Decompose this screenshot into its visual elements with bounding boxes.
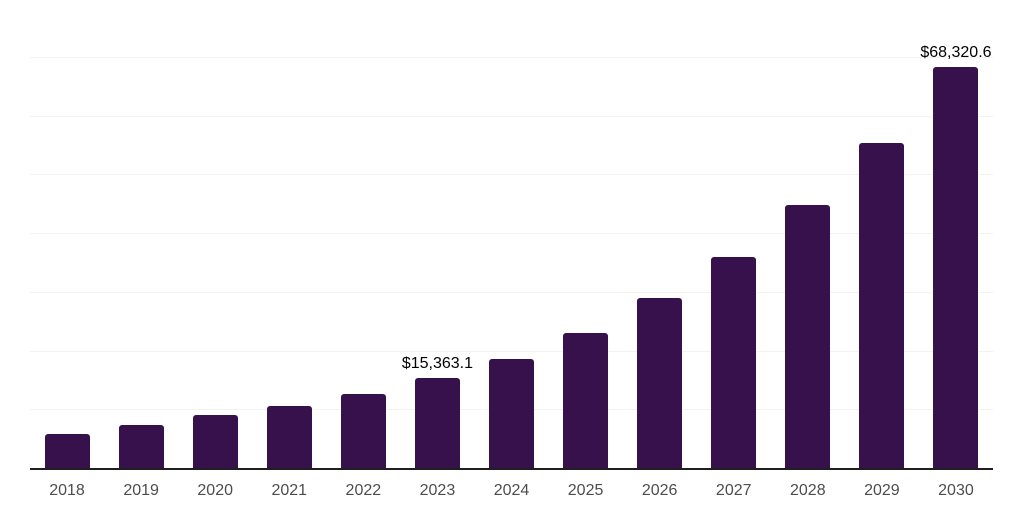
bar-2029[interactable] — [859, 143, 905, 468]
x-tick-label-2030: 2030 — [938, 482, 974, 499]
bar-2024[interactable] — [489, 358, 534, 468]
bar-2028[interactable] — [785, 205, 831, 468]
bar-2027[interactable] — [711, 256, 757, 468]
x-axis-labels: 2018 2019 2020 2021 2022 2023 2024 2025 2026 2027… — [30, 480, 993, 502]
x-tick-label-2023: 2023 — [419, 482, 456, 499]
bar-2020[interactable] — [192, 415, 238, 468]
plot-area: $15,363.1 $68,320.6 — [30, 0, 993, 470]
data-labels-layer: $15,363.1 $68,320.6 — [30, 0, 993, 468]
gridline-60000 — [30, 115, 993, 117]
bar-2021[interactable] — [266, 406, 312, 468]
bar-2026[interactable] — [637, 298, 683, 468]
bar-2022[interactable] — [340, 393, 386, 468]
x-tick-label-2019: 2019 — [123, 482, 159, 499]
x-tick-label-2024: 2024 — [493, 482, 530, 499]
bar-2025[interactable] — [563, 332, 609, 468]
gridline-50000 — [30, 174, 993, 176]
gridline-30000 — [30, 291, 993, 293]
bar-2019[interactable] — [118, 424, 164, 468]
data-label-2030: $68,320.6 — [920, 43, 992, 61]
data-label-2023: $15,363.1 — [401, 354, 474, 372]
gridline-20000 — [30, 350, 993, 352]
bar-2018[interactable] — [44, 433, 90, 468]
bars-layer — [30, 0, 993, 468]
x-tick-label-2025: 2025 — [567, 482, 604, 499]
x-tick-label-2026: 2026 — [641, 482, 678, 499]
gridline-40000 — [30, 233, 993, 234]
x-tick-label-2021: 2021 — [271, 482, 308, 499]
x-tick-label-2028: 2028 — [790, 482, 826, 499]
x-tick-label-2018: 2018 — [49, 482, 85, 499]
x-tick-label-2027: 2027 — [715, 482, 752, 499]
x-tick-label-2029: 2029 — [864, 482, 900, 499]
x-tick-label-2020: 2020 — [197, 482, 233, 499]
bar-2023[interactable] — [414, 377, 460, 468]
gridline-70000 — [30, 56, 993, 58]
x-tick-label-2022: 2022 — [345, 482, 382, 499]
bar-2030[interactable] — [933, 66, 979, 468]
